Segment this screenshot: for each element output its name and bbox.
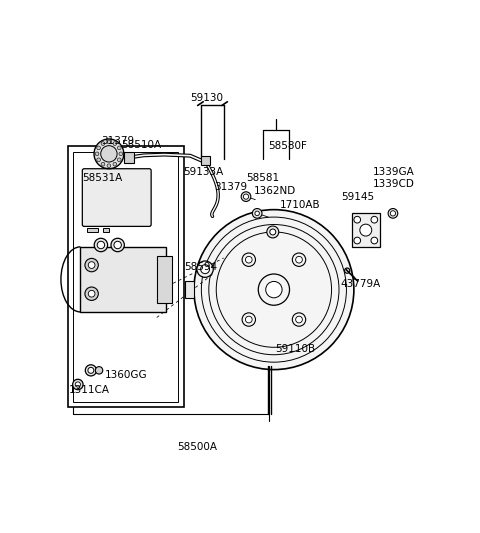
Text: 43779A: 43779A [341,279,381,289]
Circle shape [245,256,252,263]
Circle shape [114,241,121,249]
Bar [81,247,166,312]
Text: 58580F: 58580F [268,141,307,151]
Circle shape [107,140,111,144]
Bar [103,228,109,232]
Circle shape [119,152,123,156]
Circle shape [75,382,81,387]
Circle shape [101,142,105,146]
Circle shape [85,287,98,301]
Circle shape [101,162,105,166]
Circle shape [95,152,99,156]
Circle shape [267,226,279,238]
Circle shape [354,237,360,244]
Circle shape [118,158,121,161]
Text: 59130: 59130 [191,93,223,103]
Text: 58581: 58581 [246,173,279,183]
Circle shape [97,158,100,161]
Circle shape [94,238,108,252]
Text: 58500A: 58500A [178,442,217,452]
Text: 58594: 58594 [185,262,218,272]
Bar [87,228,98,232]
Text: 31379: 31379 [215,182,248,192]
Circle shape [97,241,105,249]
Circle shape [88,262,95,269]
Circle shape [88,290,95,297]
Circle shape [243,194,249,199]
Circle shape [88,367,94,373]
Circle shape [296,316,302,323]
Circle shape [360,224,372,236]
Circle shape [85,259,98,272]
Bar [201,156,210,165]
Circle shape [266,281,282,298]
Bar [68,147,183,407]
Text: 1710AB: 1710AB [279,200,320,210]
Circle shape [94,139,124,169]
Circle shape [292,253,306,266]
Text: 59133A: 59133A [183,167,223,177]
Circle shape [201,265,210,273]
Circle shape [118,146,121,150]
Bar [185,281,194,298]
Circle shape [197,261,213,277]
Circle shape [96,367,103,374]
Text: 1339CD: 1339CD [372,179,414,189]
Text: 31379: 31379 [101,136,134,146]
Circle shape [354,216,360,223]
Bar [156,256,172,303]
Circle shape [245,316,252,323]
Circle shape [241,192,251,201]
Circle shape [296,256,302,263]
Circle shape [388,208,398,218]
Circle shape [242,253,255,266]
Circle shape [270,229,276,235]
Bar [352,213,380,247]
Circle shape [371,237,378,244]
Circle shape [255,211,259,215]
Circle shape [252,208,262,218]
Text: 1339GA: 1339GA [372,167,414,177]
Circle shape [101,146,117,162]
Circle shape [242,313,255,326]
Text: 59145: 59145 [341,192,374,201]
Circle shape [85,365,96,376]
Circle shape [107,164,111,167]
Circle shape [292,313,306,326]
Circle shape [113,142,117,146]
Circle shape [111,238,124,252]
Text: 1362ND: 1362ND [253,186,296,196]
Circle shape [390,211,396,216]
Circle shape [113,162,117,166]
Bar [73,151,178,401]
Text: 59110B: 59110B [275,344,315,354]
Bar [124,152,134,163]
Text: 58510A: 58510A [121,140,161,150]
Circle shape [194,209,354,369]
Text: 1360GG: 1360GG [105,370,147,380]
Text: 58531A: 58531A [83,173,122,183]
FancyBboxPatch shape [83,169,151,227]
Circle shape [371,216,378,223]
Circle shape [258,274,289,305]
Circle shape [97,146,100,150]
Circle shape [72,379,83,390]
Text: 1311CA: 1311CA [69,385,110,395]
